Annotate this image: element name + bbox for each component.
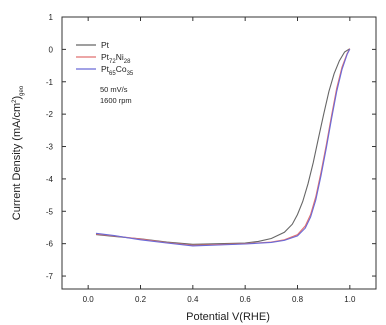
- legend-label-main: Pt: [101, 64, 110, 74]
- plot-frame: [61, 16, 377, 290]
- legend-label-subscript: 35: [127, 71, 134, 77]
- y-axis-title-close: ): [11, 96, 23, 100]
- legend-label: Pt65Co35: [101, 64, 134, 77]
- x-tick-label: 0.4: [187, 295, 199, 304]
- ticks-layer: 0.0 0.2 0.4 0.6 0.8 1.0 1 0 -1 -2 -3 -4 -5 -6 -7: [46, 13, 376, 304]
- x-tick-label: 0.0: [83, 295, 95, 304]
- y-tick-label: -5: [46, 207, 54, 216]
- legend-label: Pt: [101, 40, 110, 50]
- legend-label-main: Ni: [116, 52, 124, 62]
- y-axis-title-sub: geo: [19, 85, 25, 96]
- x-tick-label: 1.0: [344, 295, 356, 304]
- x-tick-label: 0.6: [240, 295, 252, 304]
- y-tick-label: -7: [46, 272, 54, 281]
- annotation-text: 50 mV/s: [100, 85, 128, 94]
- y-axis-title: Current Density (mA/cm2)geo: [11, 85, 25, 220]
- y-axis-title-main: Current Density (mA/cm: [11, 103, 23, 220]
- series-layer: [95, 48, 351, 247]
- y-tick-label: 0: [49, 45, 54, 54]
- series-line-pt: [95, 48, 351, 245]
- y-tick-label: -2: [46, 110, 54, 119]
- annotation-text: 1600 rpm: [100, 96, 132, 105]
- x-tick-label: 0.2: [135, 295, 147, 304]
- legend-label-subscript: 28: [124, 59, 131, 65]
- y-tick-label: -1: [46, 78, 54, 87]
- legend-label-main: Co: [116, 64, 127, 74]
- x-axis-title: Potential V(RHE): [186, 311, 270, 323]
- legend-label: Pt72Ni28: [101, 52, 131, 65]
- series-line-pt65co35: [95, 48, 351, 247]
- y-tick-label: -6: [46, 240, 54, 249]
- legend-label-main: Pt: [101, 40, 110, 50]
- legend-label-subscript: 65: [109, 71, 116, 77]
- y-tick-label: 1: [49, 13, 54, 22]
- y-tick-label: -4: [46, 175, 54, 184]
- annotations: 50 mV/s 1600 rpm: [100, 85, 132, 105]
- y-tick-label: -3: [46, 143, 54, 152]
- legend-label-main: Pt: [101, 52, 110, 62]
- legend-label-subscript: 72: [109, 59, 116, 65]
- y-axis-title-sup: 2: [12, 99, 18, 103]
- x-tick-label: 0.8: [292, 295, 304, 304]
